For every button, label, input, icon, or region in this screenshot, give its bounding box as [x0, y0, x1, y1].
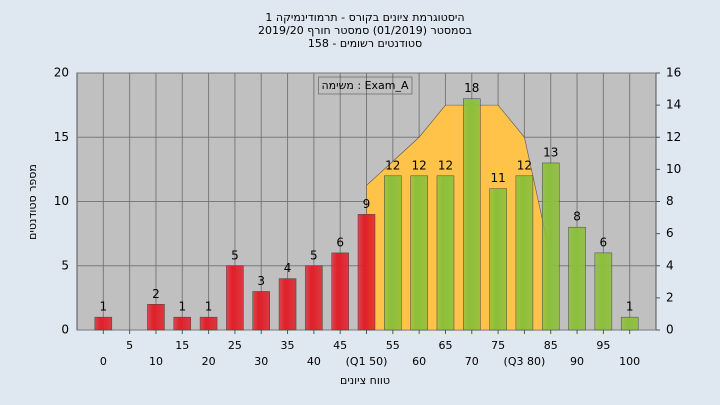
- x-tick-label: 0: [100, 355, 107, 368]
- data-label: 8: [573, 210, 581, 224]
- data-label: 2: [152, 287, 160, 301]
- data-label: 18: [464, 81, 479, 95]
- x-tick-label: (Q1 50): [346, 355, 388, 368]
- x-tick-label: (Q3 80): [504, 355, 546, 368]
- y-tick-label: 15: [54, 130, 69, 144]
- bar: [463, 98, 481, 331]
- x-tick-label: 10: [149, 355, 163, 368]
- x-tick-label: 30: [254, 355, 268, 368]
- data-label: 9: [363, 197, 371, 211]
- x-tick-label: 85: [544, 339, 558, 352]
- bar: [384, 175, 402, 331]
- bar: [147, 304, 165, 331]
- x-tick-label: 25: [228, 339, 242, 352]
- bar: [436, 175, 455, 331]
- data-label: 5: [310, 248, 318, 262]
- data-label: 3: [257, 274, 265, 288]
- data-label: 1: [99, 300, 107, 314]
- chart-subtitle: בסמסטר (01/2019) סמסטר חורף 2019/20: [258, 24, 472, 37]
- x-tick-label: 100: [619, 355, 640, 368]
- data-label: 1: [205, 300, 213, 314]
- data-label: 13: [543, 145, 558, 159]
- y2-tick-label: 2: [666, 290, 674, 304]
- y2-tick-label: 8: [666, 194, 674, 208]
- bar: [305, 265, 323, 331]
- x-tick-label: 95: [596, 339, 610, 352]
- x-tick-label: 90: [570, 355, 584, 368]
- data-label: 6: [600, 235, 608, 249]
- bar: [489, 188, 507, 331]
- bar: [515, 175, 534, 331]
- data-label: 5: [231, 248, 239, 262]
- chart-title: היסטוגרמת ציונים בקורס - תרמודינמיקה 1: [265, 11, 464, 24]
- x-tick-label: 75: [491, 339, 505, 352]
- y-tick-label: 0: [61, 323, 69, 337]
- data-label: 12: [517, 158, 532, 172]
- bar: [199, 316, 218, 331]
- bar: [278, 278, 297, 331]
- x-axis-label: טווח ציונים: [340, 374, 390, 387]
- y2-tick-label: 14: [666, 98, 681, 112]
- data-label: 12: [411, 158, 426, 172]
- x-tick-label: 5: [126, 339, 133, 352]
- annotation: משימה : Exam_A: [321, 79, 409, 92]
- data-label: 4: [284, 261, 292, 275]
- x-tick-label: 70: [465, 355, 479, 368]
- y2-tick-label: 10: [666, 162, 681, 176]
- y2-tick-label: 4: [666, 258, 674, 272]
- x-tick-label: 15: [175, 339, 189, 352]
- bar: [252, 291, 270, 331]
- y2-tick-label: 12: [666, 130, 681, 144]
- data-label: 1: [626, 300, 634, 314]
- annotation-box: [318, 76, 413, 95]
- x-tick-label: 20: [202, 355, 216, 368]
- data-label: 12: [438, 158, 453, 172]
- y-axis-label: מספר סטודנטים: [26, 164, 39, 240]
- y2-tick-label: 6: [666, 226, 674, 240]
- x-tick-label: 45: [333, 339, 347, 352]
- data-label: 1: [178, 300, 186, 314]
- x-tick-label: 35: [281, 339, 295, 352]
- bar: [620, 316, 639, 331]
- bar: [331, 252, 349, 331]
- data-label: 11: [490, 171, 505, 185]
- bar: [94, 316, 113, 331]
- data-label: 12: [385, 158, 400, 172]
- x-tick-label: 40: [307, 355, 321, 368]
- y-tick-label: 5: [61, 258, 69, 272]
- bar: [357, 214, 376, 331]
- bar: [594, 252, 613, 331]
- bar: [568, 226, 586, 331]
- y-tick-label: 20: [54, 66, 69, 80]
- bar: [541, 162, 560, 331]
- x-tick-label: 55: [386, 339, 400, 352]
- y2-tick-label: 0: [666, 323, 674, 337]
- x-tick-label: 65: [438, 339, 452, 352]
- data-label: 6: [336, 235, 344, 249]
- bar: [173, 316, 192, 331]
- bar: [226, 265, 244, 331]
- x-tick-label: 60: [412, 355, 426, 368]
- y-tick-label: 10: [54, 194, 69, 208]
- chart-subtitle: סטודנטים רשומים - 158: [308, 37, 422, 50]
- bar: [410, 175, 428, 331]
- y2-tick-label: 16: [666, 66, 681, 80]
